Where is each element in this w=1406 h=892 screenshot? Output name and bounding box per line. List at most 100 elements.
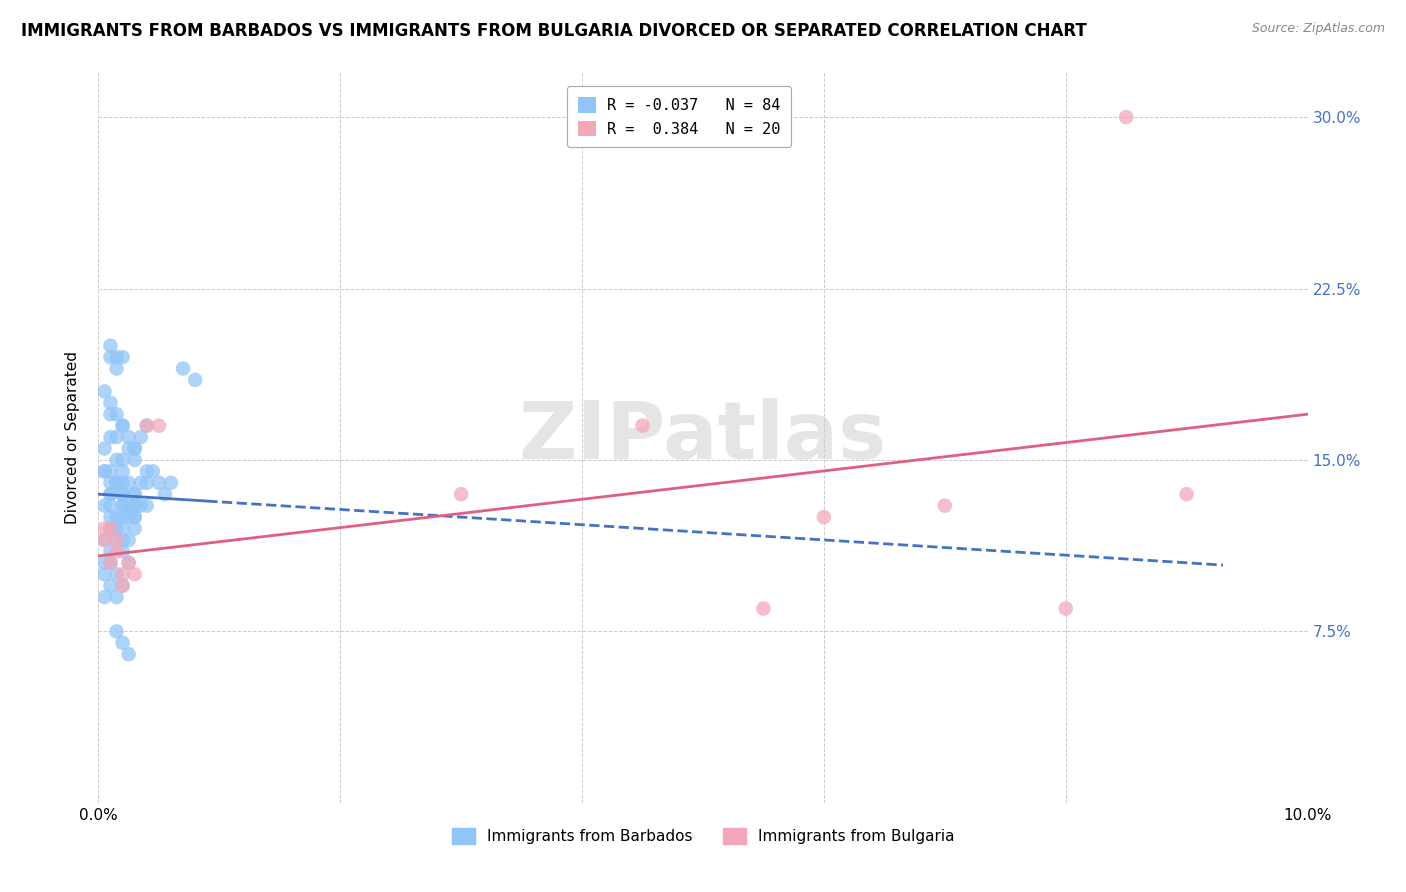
Point	[118, 442, 141, 456]
Point	[124, 453, 146, 467]
Point	[111, 418, 134, 433]
Point	[105, 430, 128, 444]
Point	[124, 567, 146, 582]
Point	[148, 475, 170, 490]
Point	[93, 590, 115, 604]
Legend: Immigrants from Barbados, Immigrants from Bulgaria: Immigrants from Barbados, Immigrants fro…	[446, 822, 960, 850]
Point	[105, 544, 128, 558]
Point	[160, 475, 183, 490]
Point	[100, 510, 122, 524]
Point	[105, 590, 128, 604]
Point	[105, 475, 128, 490]
Point	[124, 510, 146, 524]
Point	[100, 487, 122, 501]
Point	[100, 350, 122, 364]
Point	[105, 533, 128, 547]
Point	[124, 510, 146, 524]
Text: Source: ZipAtlas.com: Source: ZipAtlas.com	[1251, 22, 1385, 36]
Point	[105, 624, 128, 639]
Point	[93, 499, 115, 513]
Point	[118, 647, 141, 661]
Point	[135, 475, 157, 490]
Point	[148, 418, 170, 433]
Point	[93, 533, 115, 547]
Point	[118, 533, 141, 547]
Point	[93, 464, 115, 478]
Point	[118, 556, 141, 570]
Point	[111, 499, 134, 513]
Point	[100, 338, 122, 352]
Point	[813, 510, 835, 524]
Point	[105, 453, 128, 467]
Point	[100, 430, 122, 444]
Point	[111, 636, 134, 650]
Point	[100, 499, 122, 513]
Text: ZIPatlas: ZIPatlas	[519, 398, 887, 476]
Point	[100, 556, 122, 570]
Point	[100, 396, 122, 410]
Point	[105, 475, 128, 490]
Point	[105, 350, 128, 364]
Point	[100, 544, 122, 558]
Point	[111, 579, 134, 593]
Point	[129, 499, 152, 513]
Point	[118, 556, 141, 570]
Point	[93, 521, 115, 535]
Point	[124, 442, 146, 456]
Point	[184, 373, 207, 387]
Point	[100, 487, 122, 501]
Point	[100, 521, 122, 535]
Point	[100, 579, 122, 593]
Text: IMMIGRANTS FROM BARBADOS VS IMMIGRANTS FROM BULGARIA DIVORCED OR SEPARATED CORRE: IMMIGRANTS FROM BARBADOS VS IMMIGRANTS F…	[21, 22, 1087, 40]
Point	[105, 567, 128, 582]
Point	[111, 418, 134, 433]
Point	[135, 418, 157, 433]
Point	[100, 407, 122, 421]
Point	[100, 556, 122, 570]
Point	[631, 418, 654, 433]
Point	[100, 521, 122, 535]
Point	[118, 430, 141, 444]
Point	[111, 487, 134, 501]
Point	[105, 521, 128, 535]
Point	[93, 442, 115, 456]
Point	[105, 510, 128, 524]
Point	[1115, 110, 1137, 124]
Point	[111, 453, 134, 467]
Point	[111, 567, 134, 582]
Point	[124, 499, 146, 513]
Point	[100, 475, 122, 490]
Point	[111, 510, 134, 524]
Point	[124, 499, 146, 513]
Point	[111, 499, 134, 513]
Point	[93, 533, 115, 547]
Point	[93, 464, 115, 478]
Point	[105, 407, 128, 421]
Point	[111, 544, 134, 558]
Point	[153, 487, 176, 501]
Point	[124, 521, 146, 535]
Point	[111, 579, 134, 593]
Point	[124, 442, 146, 456]
Point	[1054, 601, 1077, 615]
Point	[111, 464, 134, 478]
Point	[118, 499, 141, 513]
Point	[93, 384, 115, 399]
Point	[135, 464, 157, 478]
Point	[129, 475, 152, 490]
Point	[118, 475, 141, 490]
Point	[93, 567, 115, 582]
Point	[118, 510, 141, 524]
Point	[124, 487, 146, 501]
Point	[172, 361, 194, 376]
Point	[111, 533, 134, 547]
Point	[111, 521, 134, 535]
Point	[135, 499, 157, 513]
Point	[1175, 487, 1198, 501]
Point	[752, 601, 775, 615]
Y-axis label: Divorced or Separated: Divorced or Separated	[65, 351, 80, 524]
Point	[129, 430, 152, 444]
Point	[111, 350, 134, 364]
Point	[142, 464, 165, 478]
Point	[100, 521, 122, 535]
